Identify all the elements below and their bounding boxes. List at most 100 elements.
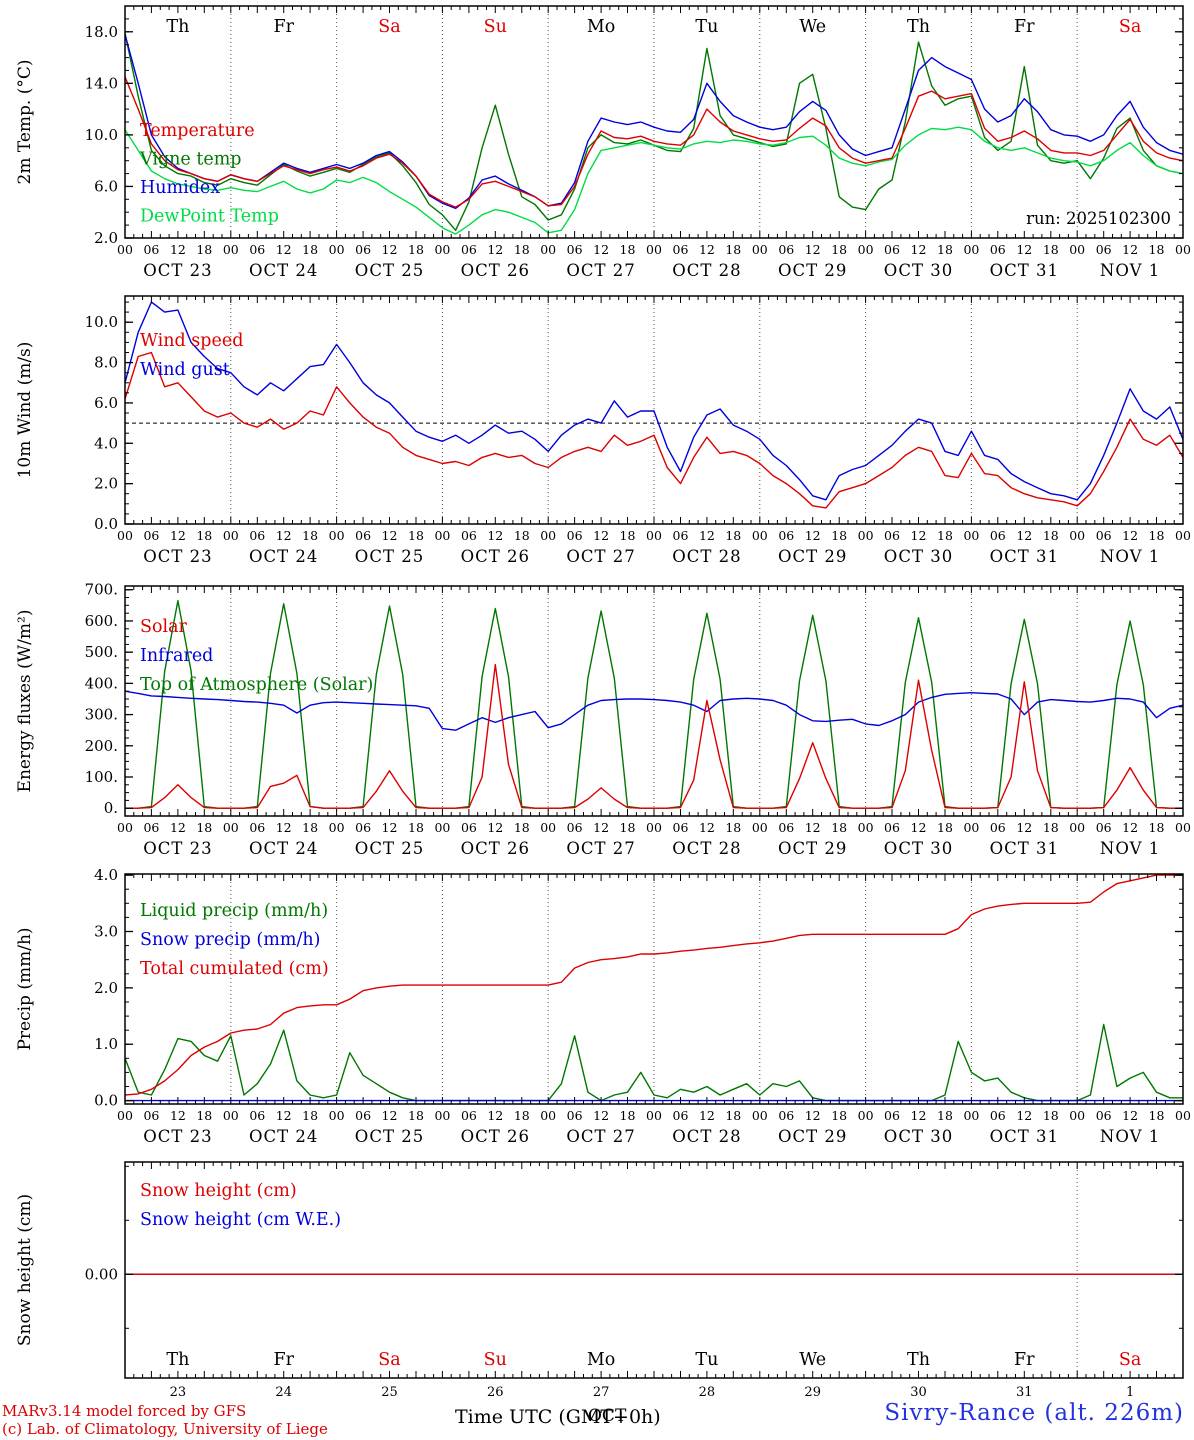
hour-label: 00 [963, 528, 979, 543]
y-tick-label: 8.0 [94, 354, 118, 372]
hour-label: 00 [1175, 242, 1191, 257]
date-label: OCT 23 [143, 1127, 212, 1146]
day-number: 24 [275, 1385, 292, 1400]
series-solar [125, 663, 1183, 809]
hour-label: 18 [937, 242, 953, 257]
hour-label: 12 [911, 820, 927, 835]
y-tick-label: 3.0 [94, 923, 118, 941]
hour-label: 12 [276, 1108, 292, 1123]
hour-label: 12 [276, 242, 292, 257]
hour-label: 06 [778, 242, 794, 257]
hour-label: 00 [329, 820, 345, 835]
hour-label: 06 [461, 1108, 477, 1123]
hour-label: 00 [540, 820, 556, 835]
hour-label: 18 [302, 820, 318, 835]
day-label: Fr [273, 1350, 294, 1370]
hour-label: 00 [858, 1108, 874, 1123]
hour-label: 00 [540, 528, 556, 543]
date-label: OCT 28 [672, 547, 741, 566]
hour-label: 00 [752, 528, 768, 543]
hour-label: 18 [196, 1108, 212, 1123]
hour-label: 00 [117, 820, 133, 835]
hour-label: 00 [646, 242, 662, 257]
legend-vigne-temp: Vigne temp [139, 150, 242, 170]
hour-label: 18 [196, 242, 212, 257]
day-label: Th [907, 1350, 930, 1370]
y-tick-label: 700. [85, 581, 118, 599]
y-tick-label: 2.0 [94, 229, 118, 247]
panel-energy-fluxes: 0. 100. 200. 300. 400. 500. 600. 700. 00 06 12 18 00… [15, 581, 1191, 858]
date-label: OCT 31 [990, 839, 1059, 858]
hour-label: 12 [805, 242, 821, 257]
legend-snow-height-cm-w-e: Snow height (cm W.E.) [140, 1210, 341, 1230]
series-total-cumulated-cm [125, 874, 1183, 1096]
hour-label: 00 [752, 1108, 768, 1123]
hour-label: 12 [170, 820, 186, 835]
hour-label: 00 [752, 820, 768, 835]
date-label: OCT 27 [566, 1127, 635, 1146]
hour-label: 00 [1069, 1108, 1085, 1123]
date-label: NOV 1 [1100, 547, 1160, 566]
hour-label: 12 [911, 528, 927, 543]
day-label: We [799, 1350, 826, 1370]
y-tick-label: 0. [104, 799, 118, 817]
date-label: OCT 30 [884, 261, 953, 280]
hour-label: 06 [673, 1108, 689, 1123]
hour-label: 12 [805, 1108, 821, 1123]
hour-label: 12 [276, 820, 292, 835]
date-label: OCT 26 [461, 839, 530, 858]
hour-label: 18 [831, 528, 847, 543]
date-label: NOV 1 [1100, 839, 1160, 858]
day-label: Th [907, 17, 930, 37]
date-label: OCT 31 [990, 1127, 1059, 1146]
hour-label: 12 [699, 242, 715, 257]
legend-temperature: Temperature [140, 121, 255, 141]
hour-label: 18 [302, 528, 318, 543]
date-label: OCT 30 [884, 839, 953, 858]
hour-label: 12 [593, 528, 609, 543]
day-number: 28 [699, 1385, 716, 1400]
hour-label: 12 [593, 820, 609, 835]
series-humidex [125, 34, 1183, 210]
day-label: Sa [378, 1350, 400, 1370]
date-label: OCT 29 [778, 1127, 847, 1146]
date-label: OCT 28 [672, 1127, 741, 1146]
hour-label: 00 [963, 820, 979, 835]
hour-label: 12 [1122, 820, 1138, 835]
hour-label: 18 [831, 1108, 847, 1123]
hour-label: 06 [461, 242, 477, 257]
day-number: 30 [910, 1385, 927, 1400]
run-label: run: 2025102300 [1026, 209, 1171, 228]
hour-label: 12 [699, 820, 715, 835]
hour-label: 06 [990, 1108, 1006, 1123]
hour-label: 12 [699, 1108, 715, 1123]
hour-label: 18 [725, 1108, 741, 1123]
hour-label: 18 [1149, 820, 1165, 835]
hour-label: 18 [302, 1108, 318, 1123]
hour-label: 00 [329, 528, 345, 543]
hour-label: 00 [223, 1108, 239, 1123]
model-credit-line2: (c) Lab. of Climatology, University of L… [2, 1420, 328, 1438]
date-label: OCT 29 [778, 261, 847, 280]
hour-label: 12 [805, 820, 821, 835]
hour-label: 12 [170, 1108, 186, 1123]
y-tick-label: 10.0 [85, 313, 118, 331]
hour-label: 18 [514, 242, 530, 257]
day-number: 25 [381, 1385, 398, 1400]
date-label: OCT 26 [461, 261, 530, 280]
date-label: OCT 30 [884, 547, 953, 566]
hour-label: 00 [646, 528, 662, 543]
hour-label: 06 [990, 528, 1006, 543]
hour-label: 00 [434, 528, 450, 543]
hour-label: 06 [1096, 1108, 1112, 1123]
hour-label: 06 [355, 1108, 371, 1123]
day-label: Fr [1014, 1350, 1035, 1370]
y-tick-label: 6.0 [94, 394, 118, 412]
date-label: OCT 23 [143, 261, 212, 280]
day-label: Sa [1119, 1350, 1141, 1370]
legend-humidex: Humidex [140, 178, 220, 198]
hour-label: 00 [1069, 820, 1085, 835]
month-label-overlay: OCT [588, 1406, 627, 1426]
hour-label: 00 [1175, 1108, 1191, 1123]
hour-label: 18 [408, 1108, 424, 1123]
